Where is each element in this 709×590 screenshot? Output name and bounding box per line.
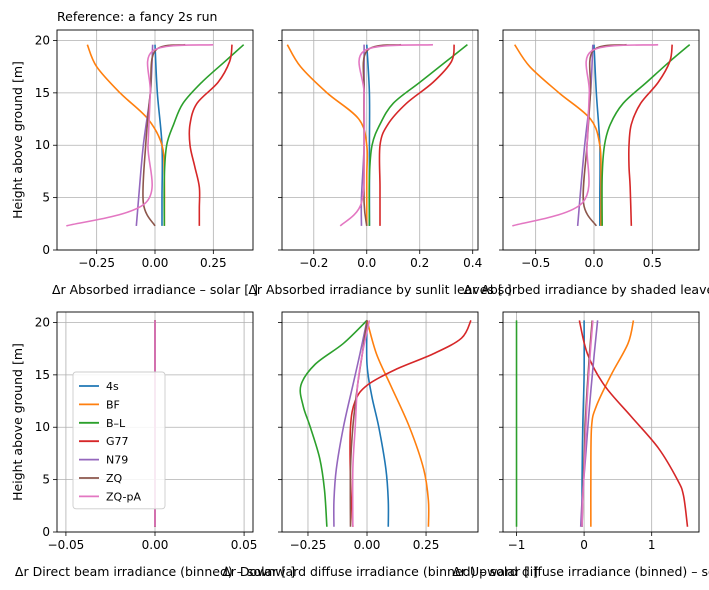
panel-1: −0.25 0.00 0.25 0 5 10 15 20 Δr Absorbed irradia… [10, 29, 258, 297]
axes-frame [281, 29, 479, 251]
axes-frame [281, 311, 479, 533]
series-line-ZQ [582, 43, 627, 227]
panel-2: −0.2 0.0 0.2 0.4 Δr Absorbed irradiance by s… [248, 29, 512, 297]
series-line-ZQ-pA [581, 320, 594, 527]
y-tick-label: 0 [42, 525, 50, 539]
y-tick-label: 5 [42, 191, 50, 205]
series-line-BF [286, 44, 369, 226]
x-tick-label: 0.25 [200, 256, 227, 270]
y-tick-label: 15 [35, 86, 50, 100]
legend-label-4s: 4s [106, 380, 119, 393]
x-tick-label: −0.2 [299, 256, 328, 270]
legend-label-BF: BF [106, 398, 120, 411]
x-tick-label: −0.25 [78, 256, 115, 270]
series-line-N79 [332, 320, 368, 527]
x-tick-label: −0.05 [48, 538, 85, 552]
series-line-G77 [378, 44, 455, 226]
series-line-B–L [163, 44, 245, 226]
x-tick-label: 1 [648, 538, 656, 552]
legend-label-N79: N79 [106, 454, 128, 467]
x-axis-label: Δr Direct beam irradiance (binned) – sol… [15, 564, 295, 579]
series-line-ZQ-pA [512, 43, 659, 227]
series-line-ZQ-pA [66, 43, 214, 227]
x-tick-label: 0.5 [643, 256, 662, 270]
series-line-G77 [188, 44, 233, 226]
series-line-BF [514, 44, 602, 226]
series-line-G77 [578, 320, 689, 527]
x-tick-label: −0.5 [521, 256, 550, 270]
x-tick-label: 0.0 [584, 256, 603, 270]
y-tick-label: 20 [35, 33, 50, 47]
panel-3: −0.5 0.0 0.5 Δr Absorbed irradiance by shad… [464, 29, 709, 297]
series-line-BF [86, 44, 166, 226]
x-tick-label: −0.25 [290, 538, 327, 552]
series-line-4s [365, 320, 390, 527]
series-line-BF [366, 320, 430, 527]
legend-label-G77: G77 [106, 435, 129, 448]
series-line-B–L [368, 44, 468, 226]
axes-frame [502, 29, 700, 251]
series-line-ZQ-pA [351, 320, 371, 527]
figure-title: Reference: a fancy 2s run [57, 9, 217, 24]
y-tick-label: 5 [42, 473, 50, 487]
x-tick-label: 0.2 [410, 256, 429, 270]
series-line-N79 [576, 44, 594, 226]
panel-6: −1 0 1 Δr Upward diffuse irradiance (binned… [452, 311, 709, 579]
x-axis-label: Δr Absorbed irradiance by shaded leaves … [464, 282, 709, 297]
y-axis-label: Height above ground [m] [10, 61, 25, 219]
x-tick-label: 0.0 [357, 256, 376, 270]
panel-5: −0.25 0.00 0.25 Δr Downward diffuse irradia… [222, 311, 538, 579]
y-tick-label: 10 [35, 420, 50, 434]
x-tick-label: 0.00 [354, 538, 381, 552]
x-tick-label: 0.4 [463, 256, 482, 270]
x-tick-label: 0.25 [413, 538, 440, 552]
x-axis-label: Δr Absorbed irradiance – solar [ ] [52, 282, 258, 297]
series-line-G77 [627, 44, 673, 226]
legend-label-B–L: B–L [106, 417, 126, 430]
panel-4: −0.05 0.00 0.05 0 5 10 15 20 Δr Direct beam irra… [10, 311, 295, 579]
x-axis-label: Δr Downward diffuse irradiance (binned) … [222, 564, 538, 579]
y-axis-label: Height above ground [m] [10, 343, 25, 501]
x-tick-label: 0.00 [142, 538, 169, 552]
x-tick-label: 0.05 [231, 538, 258, 552]
x-tick-label: −1 [508, 538, 526, 552]
legend-box [72, 371, 166, 510]
series-line-4s [593, 44, 601, 226]
axes-frame [502, 311, 700, 533]
y-tick-label: 15 [35, 368, 50, 382]
legend-label-ZQ-pA: ZQ-pA [106, 490, 141, 503]
series-line-ZQ-pA [339, 43, 434, 227]
x-tick-label: 0 [580, 538, 588, 552]
y-tick-label: 10 [35, 138, 50, 152]
series-line-B–L [299, 319, 368, 527]
y-tick-label: 0 [42, 243, 50, 257]
series-line-B–L [601, 44, 691, 226]
series-line-BF [590, 320, 635, 527]
legend: 4s BF B–L G77 N79 ZQ ZQ-pA [72, 371, 166, 510]
x-axis-label: Δr Upward diffuse irradiance (binned) – … [452, 564, 709, 579]
series-line-G77 [349, 320, 472, 527]
x-tick-label: 0.00 [142, 256, 169, 270]
x-axis-label: Δr Absorbed irradiance by sunlit leaves … [248, 282, 511, 297]
legend-label-ZQ: ZQ [106, 472, 123, 485]
y-tick-label: 20 [35, 315, 50, 329]
